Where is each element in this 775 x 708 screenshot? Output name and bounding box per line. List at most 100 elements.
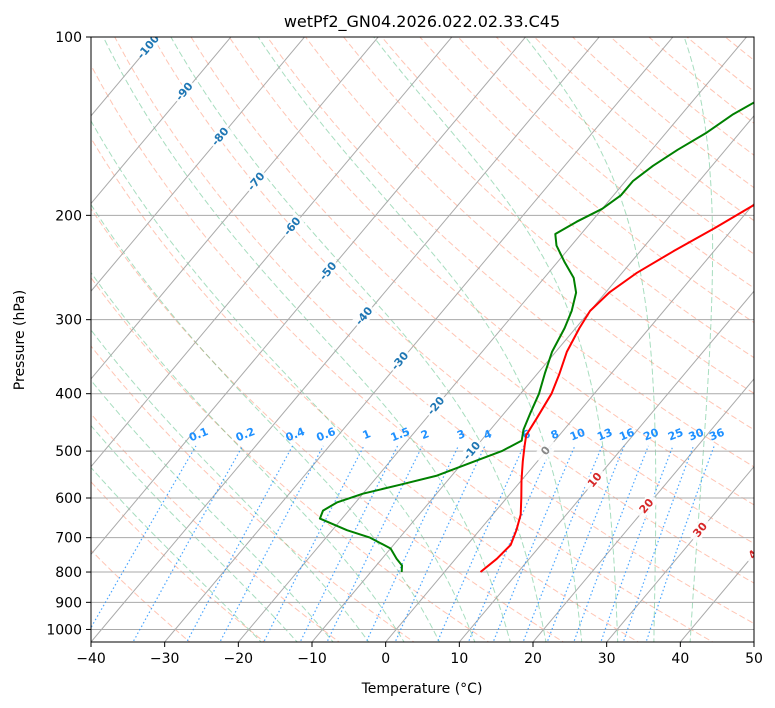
x-tick-label: 50 (745, 651, 763, 667)
isotherm-label-bg (351, 302, 377, 330)
mixing-ratio-label-36: 36 (707, 426, 726, 444)
dry-adiabat (305, 37, 754, 431)
mixing-ratio-label-1: 1 (361, 427, 373, 442)
dry-adiabat (343, 37, 754, 394)
mixing-ratio-label-8: 8 (549, 427, 561, 442)
mixing-ratio-line (132, 445, 244, 642)
isotherm-label-bg (687, 516, 713, 544)
plot-background (91, 37, 754, 642)
isotherm-line (311, 115, 754, 642)
mixing-ratio-line (219, 445, 324, 642)
x-tick-label: 30 (598, 651, 616, 667)
x-tick-label: 0 (381, 651, 390, 667)
mixing-ratio-label-25: 25 (666, 426, 685, 444)
y-tick-label: 100 (55, 30, 82, 46)
x-axis-label: Temperature (°C) (361, 681, 483, 697)
isotherm-line (91, 37, 232, 205)
y-tick-label: 600 (55, 491, 82, 507)
mixing-ratio-label-3: 3 (455, 427, 467, 442)
x-tick-label: −30 (150, 651, 180, 667)
mixing-ratio-line (365, 445, 459, 642)
x-tick-label: −20 (224, 651, 254, 667)
isotherm-label-bg (742, 538, 754, 566)
isotherm-label-text: 40 (746, 541, 766, 561)
dry-adiabat (91, 137, 639, 642)
dry-adiabat (419, 37, 754, 324)
mixing-ratio-line (492, 445, 576, 642)
isotherm-label-0: 0 (532, 437, 559, 465)
temperature-profile (479, 203, 754, 573)
isotherm-label-bg (135, 37, 162, 61)
isotherm-label-bg (423, 392, 449, 420)
y-tick-label: 800 (55, 565, 82, 581)
moist-adiabat (373, 37, 619, 642)
dry-adiabat (228, 37, 754, 506)
moist-adiabat (683, 37, 714, 642)
x-tick-label: −10 (297, 651, 327, 667)
x-tick-label: 10 (450, 651, 468, 667)
dry-adiabat (190, 37, 754, 545)
x-axis: −40 −30 −20 −10 0 10 20 30 40 50 (76, 642, 763, 667)
isotherm-label-40: 40 (742, 538, 766, 566)
dry-adiabat (91, 413, 341, 642)
mixing-ratio-label-20: 20 (642, 426, 661, 444)
y-tick-label: 1000 (46, 622, 82, 638)
isotherm-line (753, 641, 754, 642)
isotherm-line (606, 465, 754, 642)
y-tick-label: 400 (55, 387, 82, 403)
dry-adiabat (152, 37, 754, 584)
y-axis: 100 200 300 400 500 600 700 800 900 1000 (46, 30, 91, 638)
isotherm-label-bg (582, 466, 608, 494)
mixing-ratio-line (622, 445, 695, 642)
mixing-ratio-line (600, 445, 674, 642)
isotherm-line (237, 37, 748, 642)
x-tick-label: 20 (524, 651, 542, 667)
mixing-ratio-label-2: 2 (419, 427, 431, 442)
moist-adiabat (524, 37, 657, 642)
x-tick-label: 40 (671, 651, 689, 667)
mixing-ratio-line (326, 445, 423, 642)
isotherm-label-bg (243, 168, 269, 195)
mixing-ratio-label-13: 13 (595, 426, 614, 444)
y-tick-label: 700 (55, 531, 82, 547)
chart-title: wetPf2_GN04.2026.022.02.33.C45 (284, 12, 560, 32)
mixing-ratio-label-30: 30 (687, 426, 706, 444)
y-tick-label: 900 (55, 595, 82, 611)
isotherm-line (458, 290, 754, 642)
dry-adiabat (763, 37, 775, 644)
mixing-ratio-line (91, 445, 197, 629)
mixing-ratio-label-16: 16 (617, 426, 636, 444)
isotherm-label-bg (171, 78, 198, 106)
isotherm-label-bg (532, 437, 559, 465)
moist-adiabat (102, 37, 511, 642)
sounding-profiles (318, 101, 754, 573)
x-tick-label: −40 (76, 651, 106, 667)
dry-adiabat (91, 345, 415, 642)
isotherm-line (91, 37, 600, 642)
isotherm-label-bg (279, 213, 305, 240)
isotherm-label-bg (207, 123, 233, 150)
mixing-ratio-label-10: 10 (568, 426, 587, 444)
isotherm-line (91, 37, 453, 468)
isotherm-line (91, 37, 306, 292)
background-lines (91, 37, 775, 644)
dewpoint-profile (318, 101, 754, 573)
isotherm-line (385, 202, 754, 642)
isotherm-label-bg (633, 492, 660, 520)
moist-adiabat (91, 329, 370, 642)
y-tick-label: 300 (55, 313, 82, 329)
mixing-ratio-line (394, 445, 486, 642)
plot-frame (90, 36, 755, 643)
isotherm-label-bg (459, 437, 485, 465)
mixing-ratio-line (645, 445, 715, 642)
y-axis-label: Pressure (hPa) (12, 290, 28, 390)
isotherm-label-bg (387, 347, 413, 375)
isotherm-line (91, 37, 527, 556)
isotherm-label-bg (315, 257, 341, 285)
isotherm-line (91, 37, 379, 380)
y-tick-label: 500 (55, 444, 82, 460)
mixing-ratio-line (522, 445, 603, 642)
y-tick-label: 200 (55, 208, 82, 224)
isotherm-line (532, 378, 754, 642)
